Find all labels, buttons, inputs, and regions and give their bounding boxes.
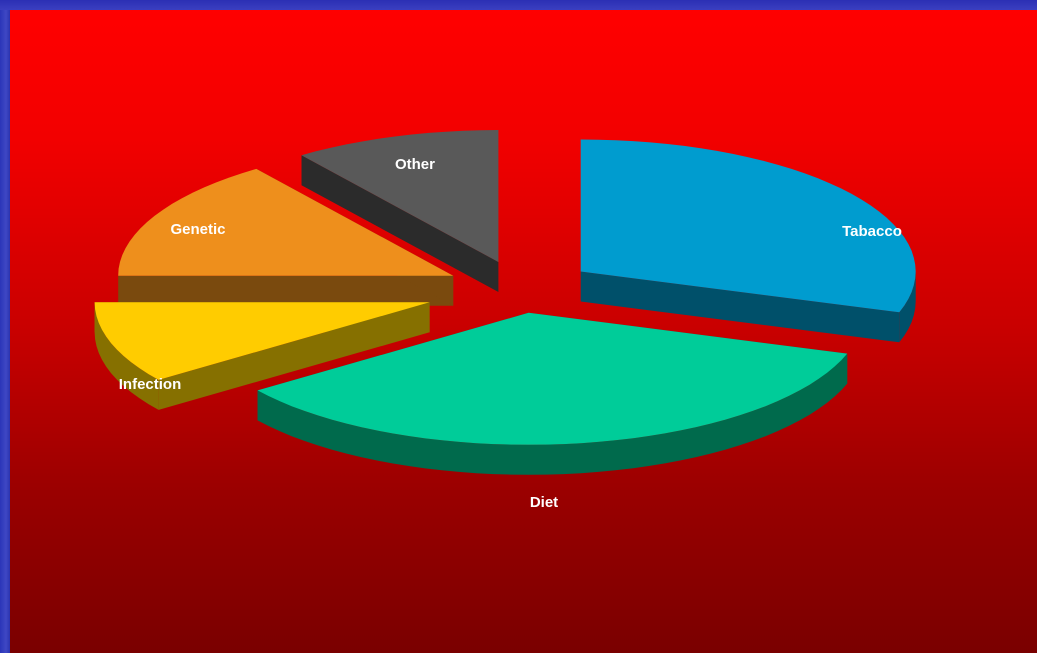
- slice-label-infection: Infection: [119, 376, 182, 393]
- slice-side-face: [580, 271, 900, 343]
- slice-side-face: [118, 275, 454, 306]
- slide-top-band: [0, 0, 1037, 10]
- slice-top-face: [94, 302, 430, 380]
- slice-rim: [94, 302, 159, 410]
- slice-top-face: [580, 139, 916, 313]
- pie-slices: [94, 130, 916, 475]
- slice-label-other: Other: [395, 156, 435, 173]
- pie-slice-other: [301, 130, 499, 292]
- pie-slice-genetic: [118, 168, 454, 306]
- pie-slice-infection: [94, 302, 430, 410]
- slice-side-face: [301, 155, 499, 292]
- slice-top-face: [301, 130, 499, 262]
- slice-top-face: [118, 168, 454, 276]
- slice-top-face: [257, 312, 848, 445]
- pie-labels: Tabacco Diet Infection Genetic Other: [119, 156, 902, 511]
- slice-label-genetic: Genetic: [170, 221, 225, 238]
- pie-slice-tabacco: [580, 139, 916, 343]
- slice-label-diet: Diet: [530, 494, 558, 511]
- slice-rim: [257, 353, 848, 475]
- pie-slice-diet: [257, 312, 848, 475]
- slice-rim: [899, 271, 916, 343]
- slice-label-tabacco: Tabacco: [842, 223, 902, 240]
